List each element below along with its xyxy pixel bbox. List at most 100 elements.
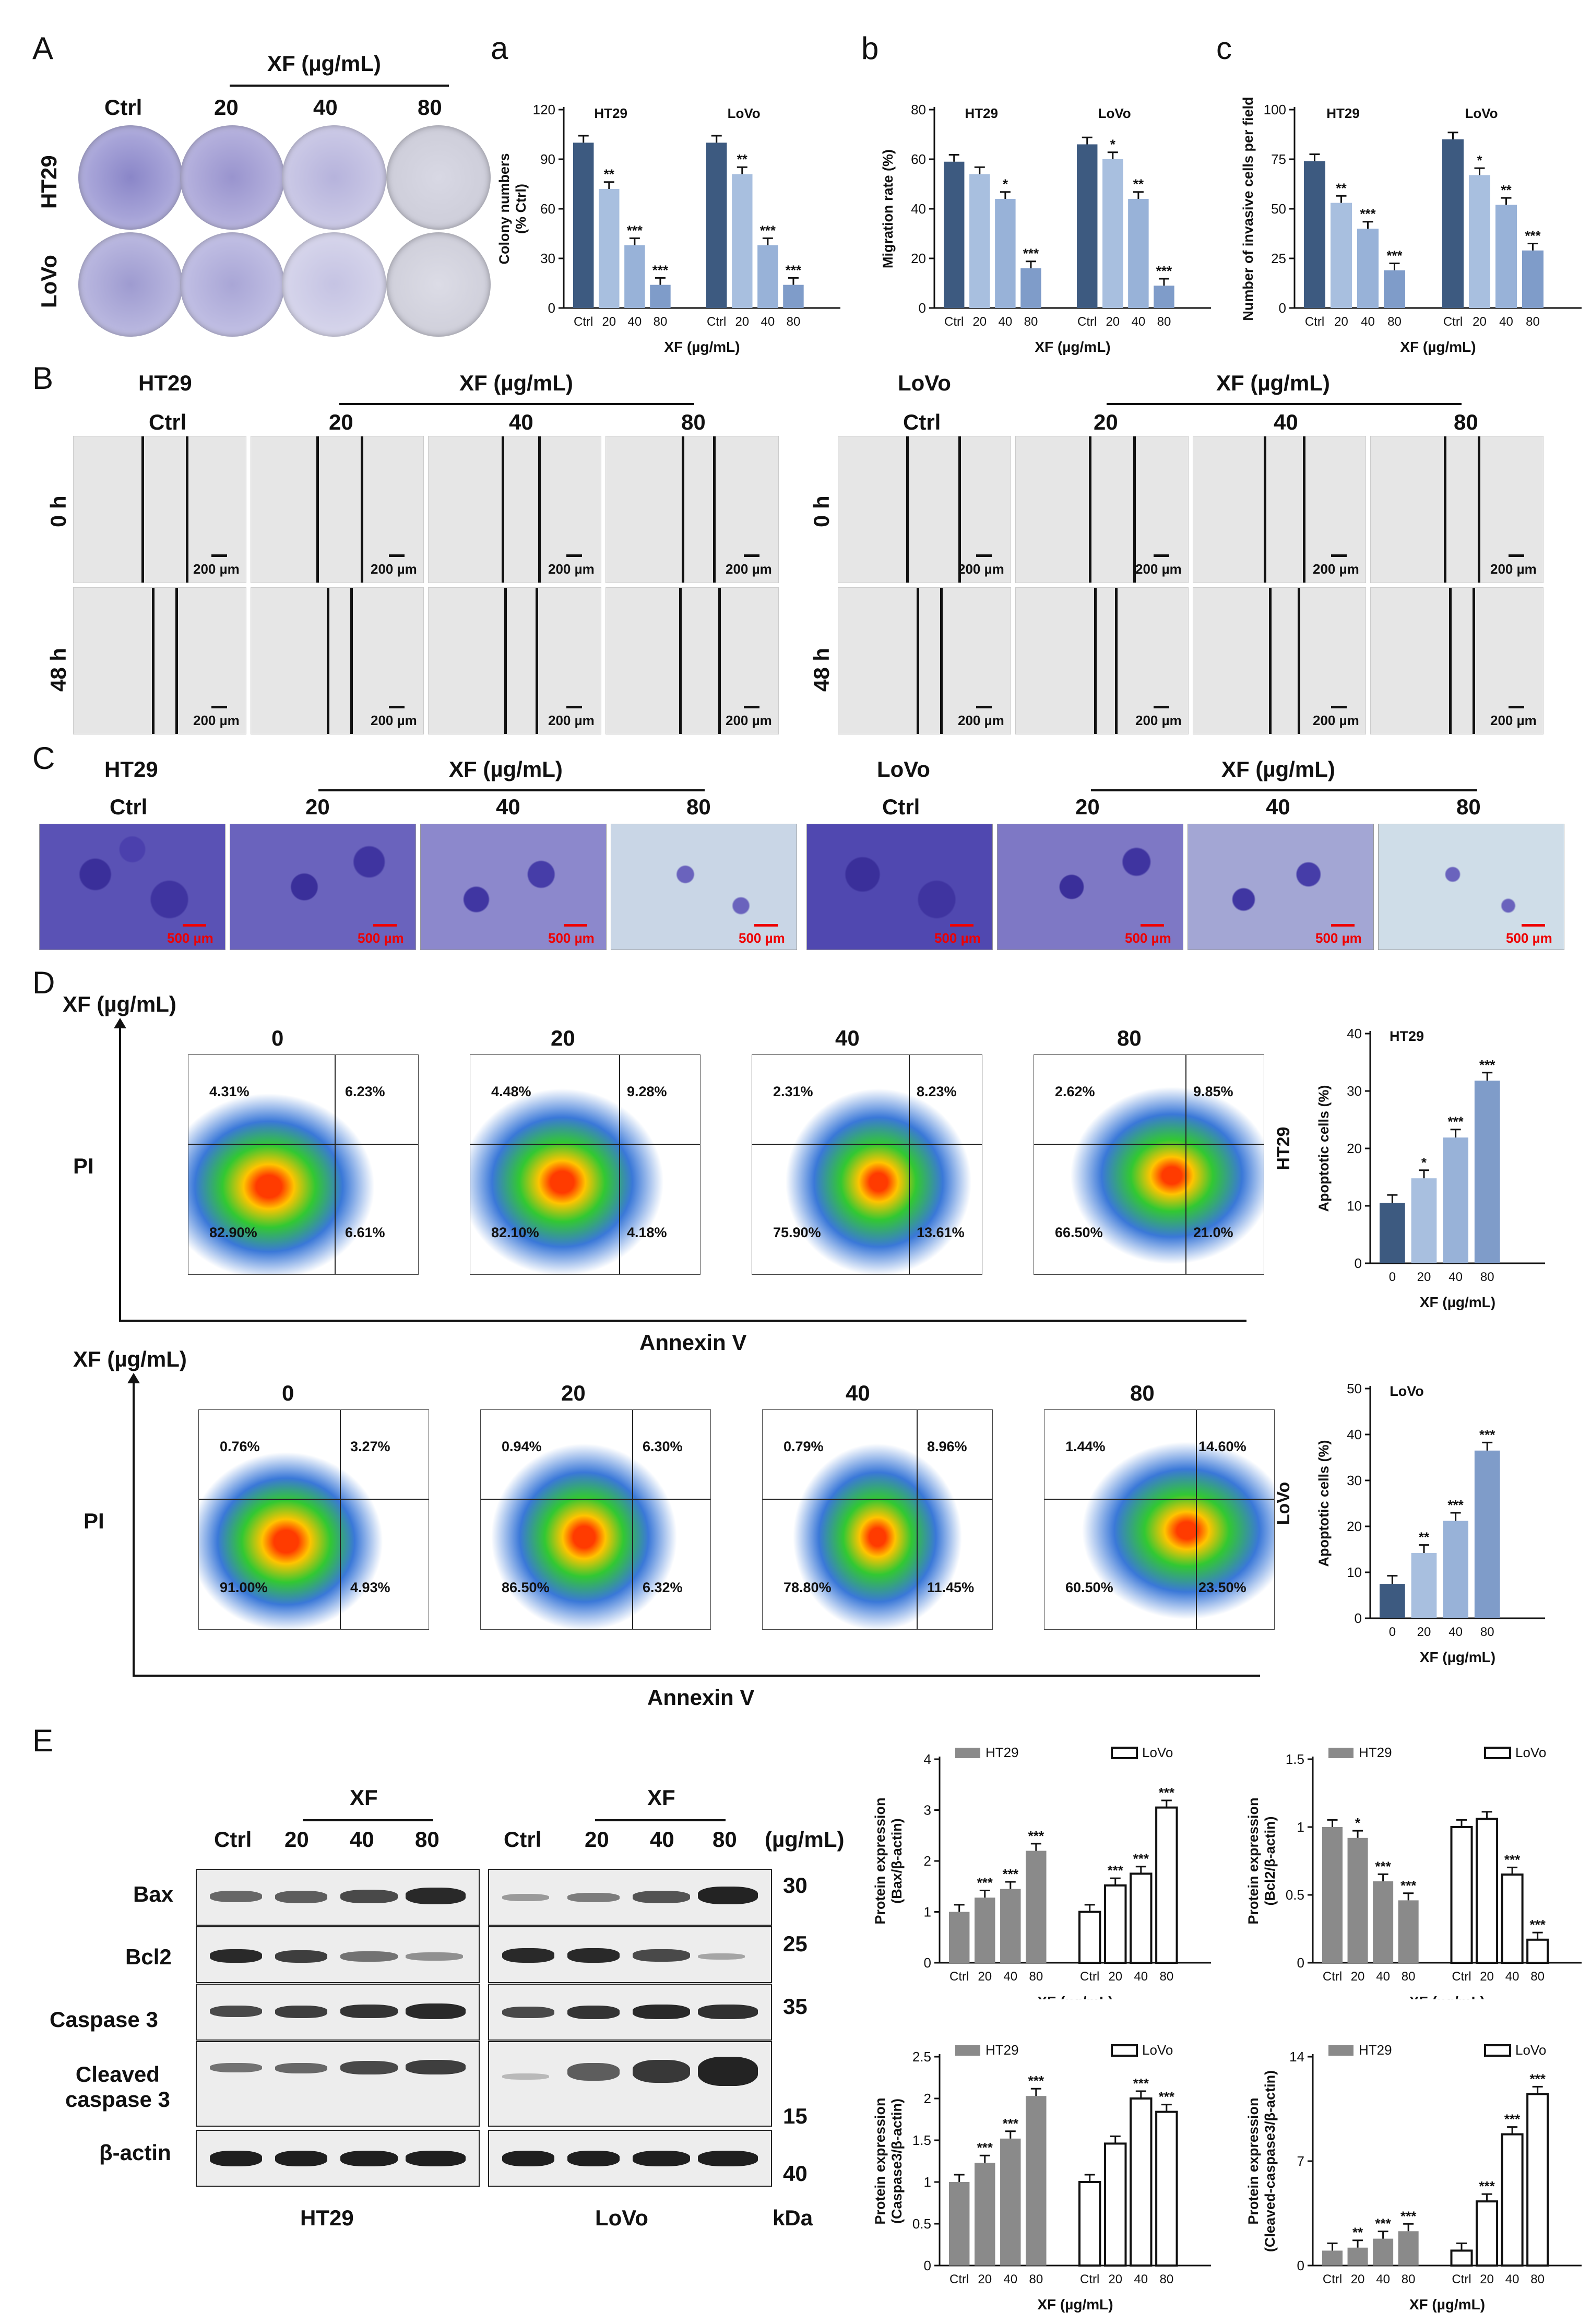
bar	[995, 199, 1016, 308]
y-axis-title: Protein expression	[872, 1797, 888, 1924]
panelA-row-lovo: LoVo	[37, 255, 61, 308]
transwell-lovo-80	[1378, 824, 1564, 950]
bar	[1476, 2200, 1499, 2267]
panelA-treatment-line	[230, 85, 449, 87]
x-tick-label: 80	[1480, 1270, 1494, 1284]
panelC-right-col-ctrl: Ctrl	[882, 795, 920, 819]
x-tick-label: 0	[1389, 1270, 1396, 1284]
bar	[1443, 1521, 1468, 1618]
panelE-left-lane-40: 40	[350, 1827, 374, 1852]
bar	[1155, 2110, 1178, 2267]
kda-30: 30	[783, 1873, 808, 1898]
x-tick-label: 40	[1376, 2272, 1390, 2286]
flow-lovo-20: 0.94% 6.30% 86.50% 6.32%	[480, 1409, 711, 1630]
bar	[1020, 268, 1041, 308]
kda-40: 40	[783, 2161, 808, 2186]
panelA-col-20: 20	[214, 95, 239, 120]
significance-label: ***	[627, 222, 643, 238]
bar	[1522, 250, 1543, 308]
blot-ht29-bcl2	[196, 1926, 480, 1983]
y-tick-label: 14	[1289, 2049, 1304, 2065]
significance-label: **	[1352, 2225, 1363, 2240]
bar	[1398, 1900, 1419, 1963]
y-tick-label: 20	[1347, 1519, 1362, 1534]
significance-label: ***	[1447, 1114, 1464, 1130]
chart-E4: 0 7 14 Protein expression (Cleaved-caspase3/…	[1245, 2042, 1582, 2313]
panelC-right-col-20: 20	[1075, 795, 1100, 819]
panel-letter-D: D	[32, 965, 55, 1000]
y-tick-label: 100	[1264, 102, 1286, 117]
y-axis-title: Protein expression	[1245, 1797, 1261, 1924]
wound-ht29-48h-ctrl	[73, 587, 246, 734]
bar	[1476, 1818, 1499, 1964]
transwell-ht29-20	[230, 824, 416, 950]
y-axis-title: Colony numbers	[496, 153, 512, 264]
panelD-lovo-yarrow	[127, 1373, 140, 1383]
x-tick-label: 80	[1029, 2272, 1043, 2286]
panelD-lovo-xaxis	[133, 1675, 1260, 1677]
x-tick-label: 40	[1003, 2272, 1017, 2286]
panel-letter-B: B	[32, 361, 54, 396]
bar	[1474, 1450, 1500, 1618]
flow-lovo-80: 1.44% 14.60% 60.50% 23.50%	[1044, 1409, 1275, 1630]
blot-ht29-cleaved	[196, 2041, 480, 2127]
significance-label: ***	[1386, 248, 1403, 264]
panelD-ht29-yarrow	[114, 1018, 126, 1028]
chart-D1: 0 10 20 30 40 Apoptotic cells (%) 0 * 20 *** 40 ***…	[1274, 1026, 1545, 1310]
legend-swatch-ht29	[955, 1748, 980, 1758]
x-tick-label: 40	[1505, 2272, 1519, 2286]
x-axis-title: XF (µg/mL)	[664, 339, 740, 355]
y-tick-label: 1.5	[1286, 1751, 1304, 1767]
panel-letter-b: b	[861, 31, 879, 66]
legend-swatch-lovo	[1484, 1747, 1511, 1759]
legend-label-ht29: HT29	[986, 2042, 1019, 2058]
x-tick-label: 40	[1448, 1625, 1463, 1639]
bar	[975, 2163, 995, 2266]
panelE-cell-lovo: LoVo	[595, 2206, 648, 2230]
x-tick-label: 80	[1159, 1970, 1173, 1984]
x-tick-label: 20	[972, 315, 987, 329]
legend-swatch-lovo	[1484, 2044, 1511, 2057]
panel-letter-C: C	[32, 741, 55, 776]
bar	[1411, 1553, 1437, 1618]
significance-label: ***	[1108, 1863, 1124, 1878]
x-axis-title: XF (µg/mL)	[1035, 339, 1110, 355]
x-tick-label: Ctrl	[707, 315, 726, 329]
y-tick-label: 90	[540, 151, 555, 167]
panelE-xf-left-line	[303, 1819, 433, 1821]
panelC-left-col-80: 80	[686, 795, 711, 819]
significance-label: ***	[1504, 2112, 1521, 2127]
bar	[975, 1898, 995, 1963]
panelD-ht29-dose-0: 0	[271, 1026, 284, 1050]
x-tick-label: Ctrl	[1452, 2272, 1471, 2286]
y-tick-label: 50	[1347, 1381, 1362, 1396]
panelE-xf-right: XF	[647, 1785, 675, 1810]
panelE-left-lane-80: 80	[415, 1827, 440, 1852]
blot-ht29-caspase3	[196, 1984, 480, 2041]
bar	[1380, 1203, 1405, 1263]
y-tick-label: 80	[911, 102, 926, 117]
significance-label: ***	[1028, 2073, 1044, 2089]
y-tick-label: 20	[1347, 1141, 1362, 1156]
y-tick-label: 0	[1279, 300, 1286, 316]
panelC-left-cell: HT29	[104, 757, 158, 781]
y-axis-title: (Cleaved-caspase3/β-actin)	[1262, 2070, 1278, 2252]
panelD-lovo-pi: PI	[84, 1509, 104, 1533]
significance-label: **	[1501, 182, 1512, 198]
bar	[1000, 1889, 1021, 1963]
x-tick-label: 20	[978, 2272, 992, 2286]
bar	[1373, 1881, 1394, 1963]
y-tick-label: 0	[548, 300, 555, 316]
bar	[1000, 2138, 1021, 2266]
y-axis-title: (Caspase3/β-actin)	[889, 2098, 905, 2224]
group-label: LoVo	[1465, 105, 1498, 121]
x-tick-label: 40	[628, 315, 642, 329]
panelB-left-row-48h: 48 h	[46, 647, 70, 692]
y-tick-label: 1	[1297, 1819, 1304, 1835]
legend-swatch-ht29	[1328, 1748, 1353, 1758]
panelD-lovo-annexin: Annexin V	[647, 1685, 755, 1710]
wound-ht29-0h-20	[251, 436, 424, 583]
x-tick-label: 20	[602, 315, 616, 329]
legend-label-lovo: LoVo	[1142, 1745, 1173, 1760]
flow-ht29-80: 2.62% 9.85% 66.50% 21.0%	[1034, 1054, 1264, 1275]
